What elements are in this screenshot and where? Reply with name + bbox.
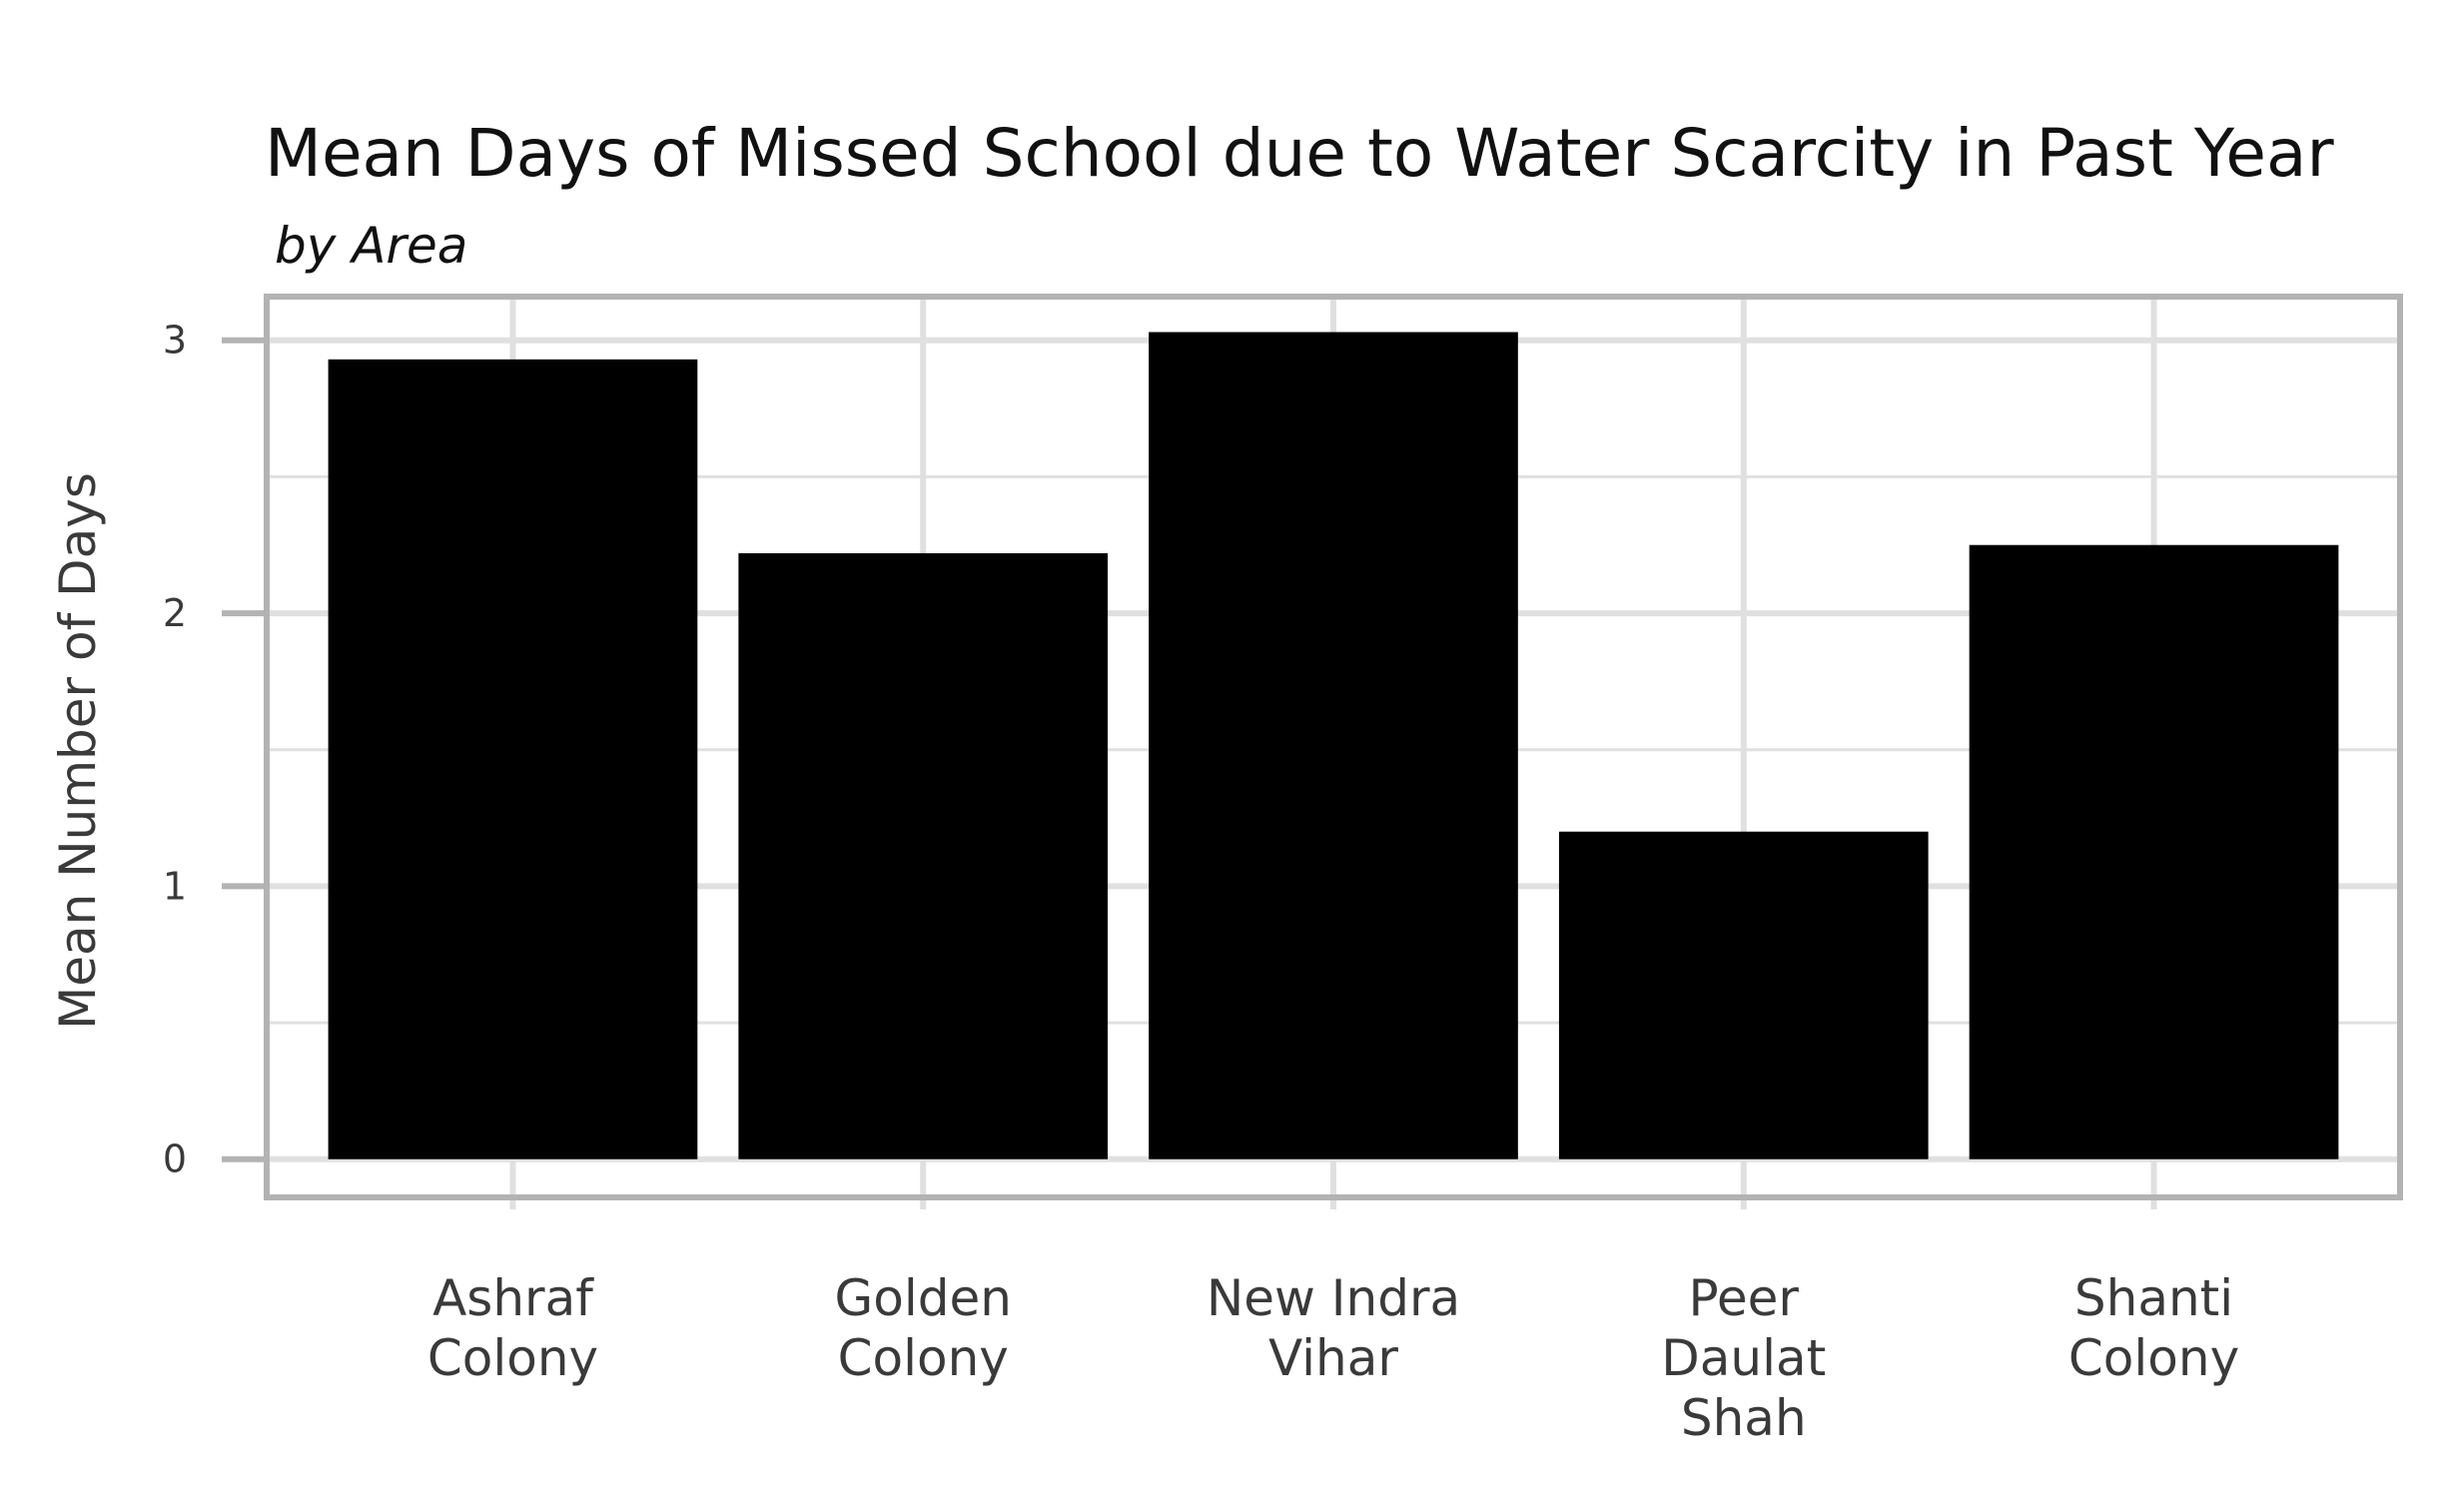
x-tick-label: Golden Colony [835, 1269, 1012, 1387]
panel-border [264, 294, 2403, 1200]
y-axis-title: Mean Number of Days [49, 472, 107, 1030]
y-tick-label: 3 [163, 319, 187, 363]
chart-title: Mean Days of Missed School due to Water … [265, 115, 2334, 192]
bar [1149, 332, 1518, 1159]
bars-layer [328, 332, 2339, 1159]
x-tick-label: Peer Daulat Shah [1661, 1269, 1826, 1447]
bar [1558, 831, 1929, 1159]
x-axis: Ashraf Colony Golden Colony New Indra Vihar Pe… [427, 1197, 2239, 1447]
y-tick-label: 2 [163, 591, 187, 635]
bar [738, 552, 1109, 1159]
y-tick-label: 0 [163, 1137, 187, 1181]
y-axis: 0 1 2 3 [163, 319, 267, 1181]
y-tick-label: 1 [163, 864, 187, 908]
bar [328, 359, 698, 1159]
bar [1969, 544, 2339, 1159]
x-tick-label: New Indra Vihar [1207, 1269, 1460, 1387]
x-tick-label: Shanti Colony [2068, 1269, 2239, 1387]
chart-subtitle: by Area [275, 217, 467, 275]
x-tick-label: Ashraf Colony [427, 1269, 598, 1387]
